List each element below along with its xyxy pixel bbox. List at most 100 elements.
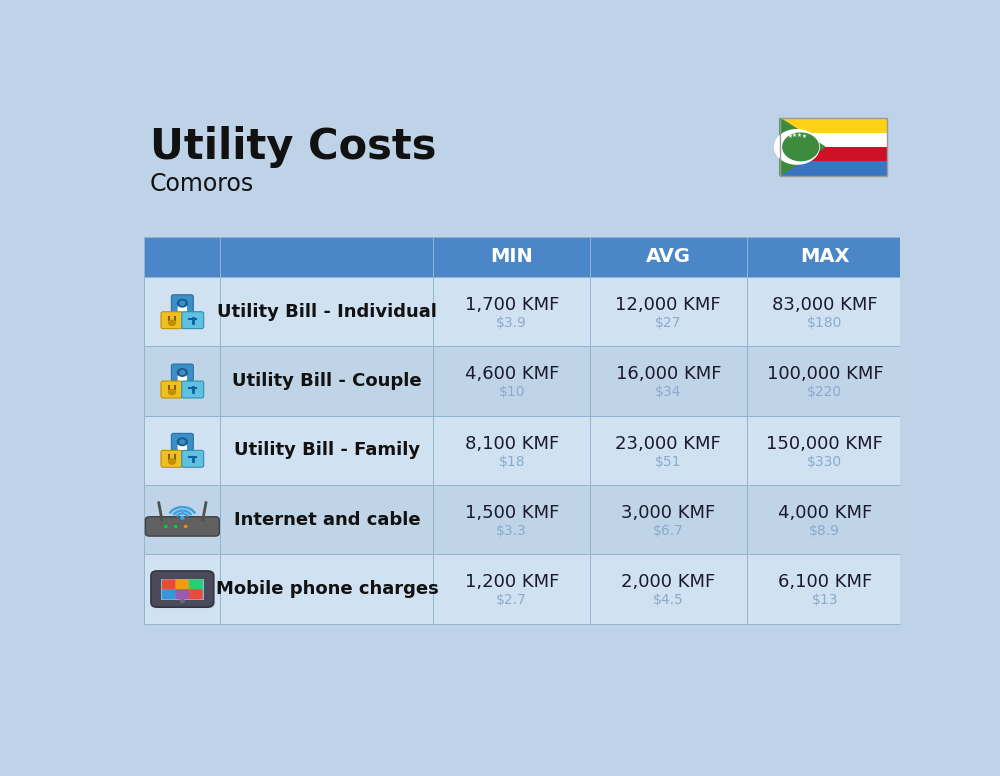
Text: $180: $180 (807, 316, 843, 330)
FancyBboxPatch shape (590, 485, 747, 554)
Text: $18: $18 (498, 455, 525, 469)
FancyBboxPatch shape (182, 381, 204, 398)
FancyBboxPatch shape (144, 237, 220, 277)
FancyBboxPatch shape (747, 485, 903, 554)
FancyBboxPatch shape (220, 416, 433, 485)
FancyBboxPatch shape (161, 579, 204, 600)
Circle shape (178, 300, 187, 307)
FancyBboxPatch shape (151, 571, 214, 607)
FancyBboxPatch shape (171, 433, 193, 450)
FancyBboxPatch shape (780, 118, 887, 133)
Circle shape (181, 517, 184, 519)
Text: $27: $27 (655, 316, 681, 330)
Text: $4.5: $4.5 (653, 593, 684, 607)
Circle shape (178, 438, 187, 445)
Polygon shape (780, 118, 825, 175)
FancyBboxPatch shape (189, 589, 203, 599)
Text: ★: ★ (787, 133, 792, 139)
FancyBboxPatch shape (220, 485, 433, 554)
Text: Utility Costs: Utility Costs (150, 126, 436, 168)
FancyBboxPatch shape (171, 295, 193, 312)
Text: 23,000 KMF: 23,000 KMF (615, 435, 721, 452)
Text: Comoros: Comoros (150, 172, 254, 196)
Text: 3,000 KMF: 3,000 KMF (621, 504, 715, 521)
Text: $8.9: $8.9 (809, 524, 840, 538)
FancyBboxPatch shape (590, 416, 747, 485)
Circle shape (180, 301, 185, 305)
Text: ★: ★ (802, 133, 806, 139)
Text: $34: $34 (655, 385, 681, 399)
Text: ★: ★ (797, 133, 802, 137)
FancyBboxPatch shape (144, 346, 220, 416)
Text: 8,100 KMF: 8,100 KMF (465, 435, 559, 452)
Text: $51: $51 (655, 455, 682, 469)
FancyBboxPatch shape (590, 346, 747, 416)
Text: Utility Bill - Individual: Utility Bill - Individual (217, 303, 437, 320)
Text: 1,200 KMF: 1,200 KMF (465, 573, 559, 591)
Text: $330: $330 (807, 455, 842, 469)
FancyBboxPatch shape (747, 237, 903, 277)
FancyBboxPatch shape (747, 554, 903, 624)
FancyBboxPatch shape (171, 364, 193, 381)
Text: MAX: MAX (800, 248, 850, 266)
Circle shape (184, 525, 187, 528)
Text: 4,600 KMF: 4,600 KMF (465, 365, 559, 383)
Circle shape (169, 320, 175, 325)
Text: $10: $10 (498, 385, 525, 399)
Circle shape (180, 600, 184, 602)
FancyBboxPatch shape (182, 312, 204, 329)
Text: Internet and cable: Internet and cable (234, 511, 420, 528)
FancyBboxPatch shape (590, 554, 747, 624)
FancyBboxPatch shape (182, 450, 204, 467)
FancyBboxPatch shape (161, 381, 183, 398)
FancyBboxPatch shape (162, 580, 176, 590)
Circle shape (180, 440, 185, 444)
FancyBboxPatch shape (161, 312, 183, 329)
Text: 1,700 KMF: 1,700 KMF (465, 296, 559, 314)
FancyBboxPatch shape (220, 346, 433, 416)
FancyBboxPatch shape (433, 346, 590, 416)
Circle shape (179, 442, 186, 447)
Text: $6.7: $6.7 (653, 524, 684, 538)
FancyBboxPatch shape (220, 277, 433, 346)
Text: MIN: MIN (490, 248, 533, 266)
FancyBboxPatch shape (433, 277, 590, 346)
Circle shape (178, 369, 187, 376)
FancyBboxPatch shape (780, 161, 887, 175)
Circle shape (179, 303, 186, 309)
FancyBboxPatch shape (433, 554, 590, 624)
Text: Utility Bill - Family: Utility Bill - Family (234, 442, 420, 459)
FancyBboxPatch shape (590, 277, 747, 346)
Text: AVG: AVG (646, 248, 691, 266)
FancyBboxPatch shape (144, 554, 220, 624)
FancyBboxPatch shape (178, 445, 187, 453)
Circle shape (169, 390, 175, 395)
Text: 16,000 KMF: 16,000 KMF (616, 365, 721, 383)
FancyBboxPatch shape (780, 133, 887, 147)
Circle shape (179, 372, 186, 378)
FancyBboxPatch shape (433, 416, 590, 485)
FancyBboxPatch shape (747, 277, 903, 346)
FancyBboxPatch shape (162, 589, 176, 599)
FancyBboxPatch shape (145, 517, 219, 536)
Text: 100,000 KMF: 100,000 KMF (767, 365, 883, 383)
Text: Mobile phone charges: Mobile phone charges (216, 580, 438, 598)
FancyBboxPatch shape (189, 580, 203, 590)
FancyBboxPatch shape (175, 589, 189, 599)
FancyBboxPatch shape (178, 375, 187, 383)
FancyBboxPatch shape (433, 485, 590, 554)
Text: $3.3: $3.3 (496, 524, 527, 538)
Text: 83,000 KMF: 83,000 KMF (772, 296, 878, 314)
Text: Utility Bill - Couple: Utility Bill - Couple (232, 372, 422, 390)
FancyBboxPatch shape (780, 147, 887, 161)
Text: 150,000 KMF: 150,000 KMF (766, 435, 883, 452)
Text: $3.9: $3.9 (496, 316, 527, 330)
Circle shape (174, 525, 177, 528)
FancyBboxPatch shape (220, 237, 433, 277)
Text: $13: $13 (812, 593, 838, 607)
FancyBboxPatch shape (433, 237, 590, 277)
FancyBboxPatch shape (144, 485, 220, 554)
Circle shape (169, 459, 175, 464)
FancyBboxPatch shape (747, 416, 903, 485)
Polygon shape (775, 130, 819, 164)
